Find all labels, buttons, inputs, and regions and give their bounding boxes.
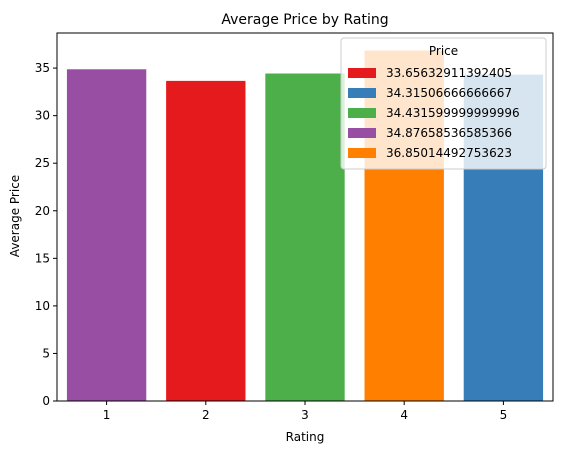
legend-swatch <box>348 108 376 118</box>
legend-label: 36.85014492753623 <box>386 146 512 160</box>
legend-label: 34.87658536585366 <box>386 126 512 140</box>
y-axis: 0 5 10 15 20 25 30 35 <box>35 61 57 408</box>
legend-label: 34.31506666666667 <box>386 86 512 100</box>
plot-frame <box>56 32 554 402</box>
bar-rating-2 <box>166 80 246 401</box>
legend: Price 33.65632911392405 34.31506666666667… <box>340 37 547 170</box>
legend-label: 34.431599999999996 <box>386 106 520 120</box>
chart-title: Average Price by Rating <box>221 12 388 28</box>
legend-swatch <box>348 128 376 138</box>
y-tick-label: 5 <box>42 346 50 360</box>
x-tick-label: 3 <box>301 408 309 422</box>
y-tick-label: 30 <box>35 109 50 123</box>
legend-swatch <box>348 68 376 78</box>
legend-swatch <box>348 88 376 98</box>
x-tick-label: 1 <box>103 408 111 422</box>
y-tick-label: 20 <box>35 204 50 218</box>
legend-title: Price <box>429 44 458 58</box>
y-tick-label: 0 <box>42 394 50 408</box>
y-tick-label: 35 <box>35 61 50 75</box>
bar-rating-3 <box>265 73 345 401</box>
x-tick-label: 4 <box>400 408 408 422</box>
y-axis-label: Average Price <box>8 175 22 257</box>
legend-entries: 33.65632911392405 34.31506666666667 34.431… <box>348 66 520 160</box>
x-tick-label: 2 <box>202 408 210 422</box>
x-axis-label: Rating <box>286 430 325 444</box>
x-tick-label: 5 <box>500 408 508 422</box>
legend-box <box>340 37 547 170</box>
y-tick-label: 15 <box>35 251 50 265</box>
bar-rating-1 <box>66 69 147 401</box>
legend-label: 33.65632911392405 <box>386 66 512 80</box>
y-tick-label: 10 <box>35 299 50 313</box>
x-axis: 1 2 3 4 5 <box>103 401 507 422</box>
legend-swatch <box>348 148 376 158</box>
y-tick-label: 25 <box>35 156 50 170</box>
